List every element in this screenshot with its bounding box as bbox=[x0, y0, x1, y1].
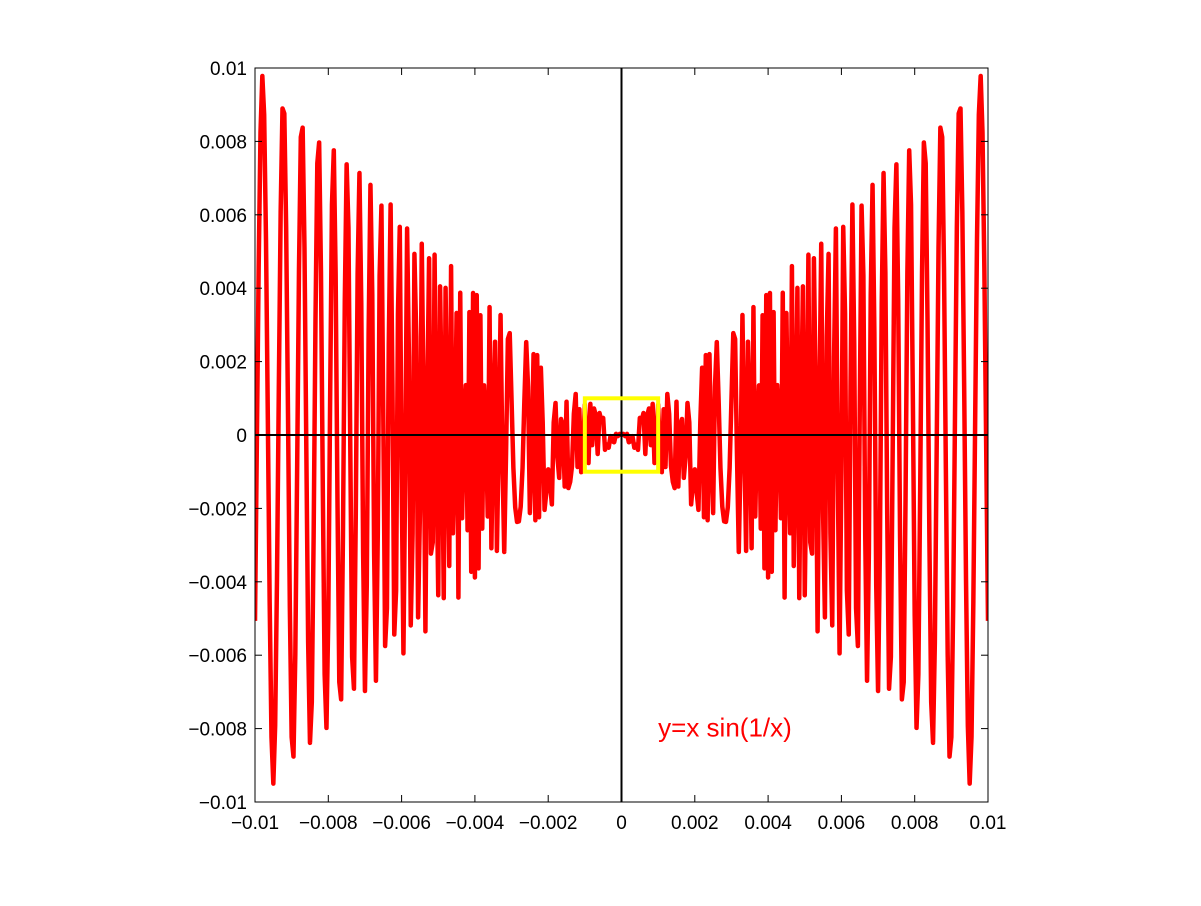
y-tick-label: −0.008 bbox=[188, 720, 247, 741]
y-tick-label: 0.008 bbox=[199, 132, 247, 153]
y-tick-label: 0 bbox=[236, 426, 247, 447]
function-annotation: y=x sin(1/x) bbox=[658, 713, 792, 743]
ticks-layer: −0.01 −0.008 −0.006 −0.004 −0.002 0 0.002 0.004… bbox=[188, 59, 1006, 834]
x-tick-label: 0.006 bbox=[818, 813, 866, 834]
y-tick-label: 0.002 bbox=[199, 353, 247, 374]
highlight-box bbox=[582, 396, 661, 474]
x-tick-label: −0.01 bbox=[231, 813, 279, 834]
x-tick-label: −0.006 bbox=[372, 813, 431, 834]
y-tick-label: −0.002 bbox=[188, 499, 247, 520]
x-tick-label: 0.01 bbox=[970, 813, 1007, 834]
x-tick-label: 0.008 bbox=[891, 813, 939, 834]
x-tick-label: −0.002 bbox=[519, 813, 578, 834]
y-tick-label: −0.004 bbox=[188, 573, 247, 594]
box-layer bbox=[582, 396, 661, 474]
y-tick-label: −0.006 bbox=[188, 646, 247, 667]
x-tick-label: 0.004 bbox=[744, 813, 792, 834]
x-tick-label: 0 bbox=[616, 813, 627, 834]
y-tick-label: 0.006 bbox=[199, 206, 247, 227]
y-tick-label: 0.01 bbox=[210, 59, 247, 80]
y-tick-label: −0.01 bbox=[199, 793, 247, 814]
x-tick-label: −0.004 bbox=[446, 813, 505, 834]
x-tick-label: −0.008 bbox=[299, 813, 358, 834]
x-tick-label: 0.002 bbox=[671, 813, 719, 834]
axes-layer bbox=[255, 68, 988, 802]
y-tick-label: 0.004 bbox=[199, 279, 247, 300]
